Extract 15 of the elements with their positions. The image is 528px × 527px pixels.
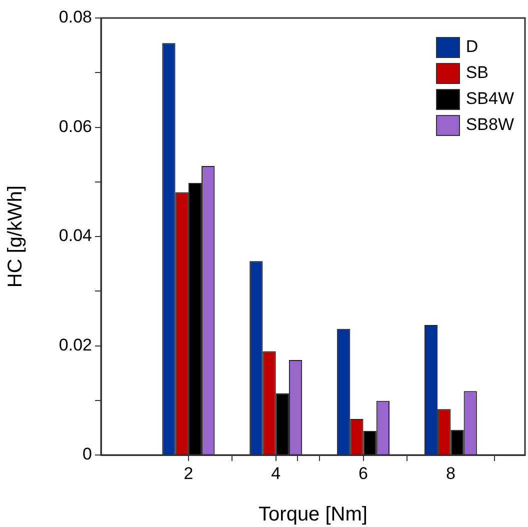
x-tick-label: 4 [271, 464, 281, 483]
y-tick-label: 0.06 [58, 116, 92, 136]
legend-label: D [466, 37, 478, 57]
y-tick-label: 0.04 [58, 226, 92, 246]
x-tick-label: 2 [184, 464, 194, 483]
y-tick-label: 0.08 [58, 8, 92, 27]
legend-label: SB [466, 63, 488, 83]
y-tick-label: 0.02 [58, 335, 92, 354]
x-tick-label: 8 [446, 464, 456, 483]
x-tick-label: 6 [358, 464, 368, 483]
y-tick-label: 0 [82, 444, 92, 464]
legend-label: SB8W [466, 115, 514, 135]
x-axis-title: Torque [Nm] [258, 504, 368, 526]
y-axis-title: HC [g/kWh] [4, 185, 27, 288]
legend-label: SB4W [466, 89, 514, 109]
